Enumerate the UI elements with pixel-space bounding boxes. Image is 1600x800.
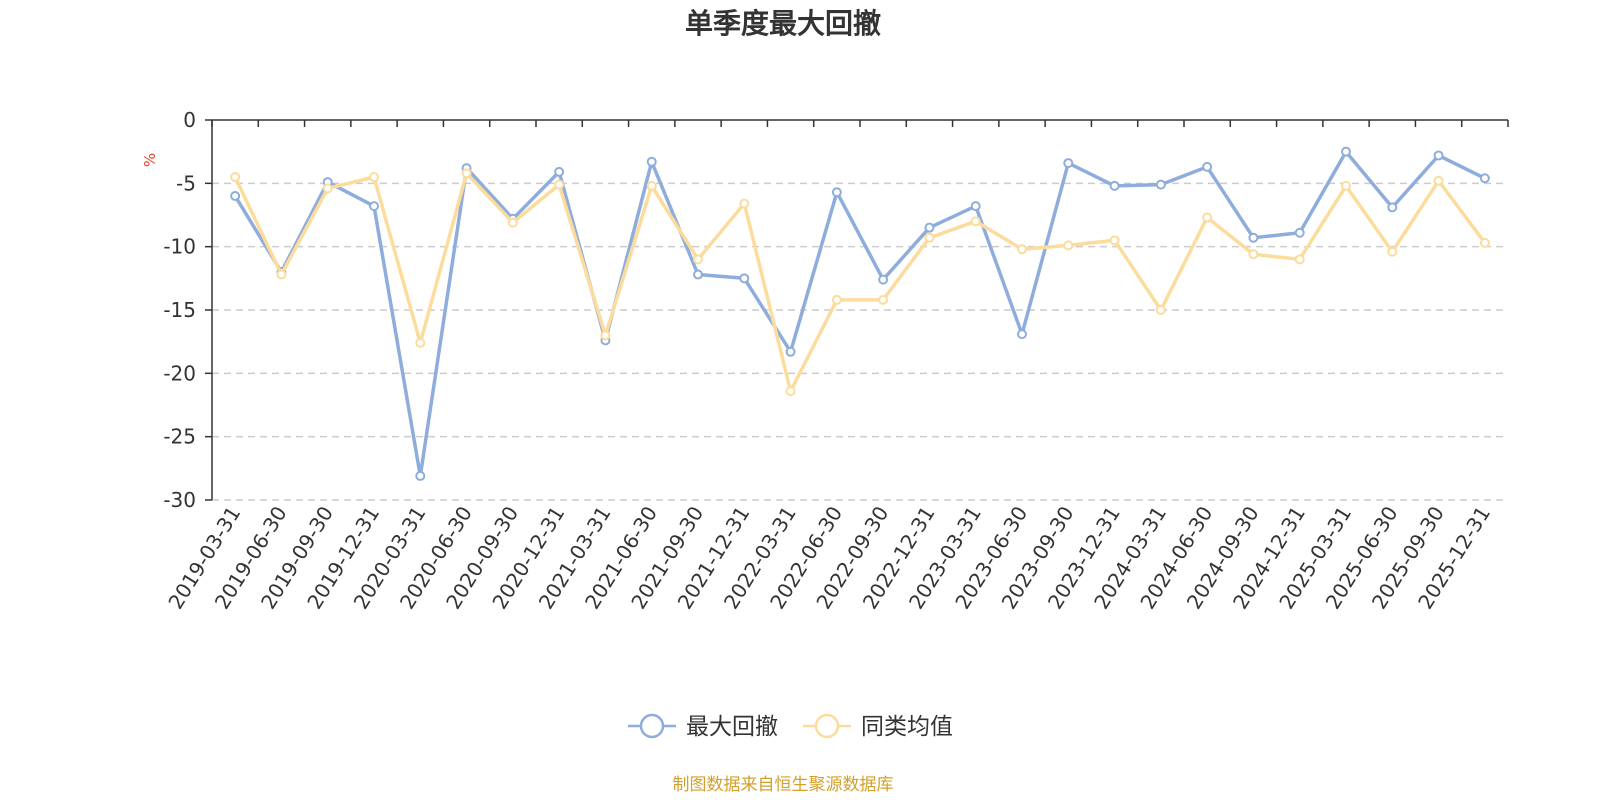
data-point[interactable] (461, 168, 472, 179)
data-point[interactable] (1202, 212, 1213, 223)
data-point[interactable] (1063, 240, 1074, 251)
y-tick-label: -25 (163, 425, 196, 449)
data-point[interactable] (554, 179, 565, 190)
data-point[interactable] (878, 294, 889, 305)
legend-circle-icon (639, 713, 665, 739)
chart-title: 单季度最大回撤 (685, 7, 881, 40)
data-point[interactable] (1248, 249, 1259, 260)
data-point[interactable] (230, 172, 241, 182)
data-point[interactable] (924, 222, 935, 233)
series-group (230, 146, 1490, 481)
data-point[interactable] (369, 201, 379, 212)
data-point[interactable] (1433, 175, 1444, 186)
data-point[interactable] (1341, 146, 1351, 157)
y-tick-label: 0 (183, 108, 196, 132)
source-note: 制图数据来自恒生聚源数据库 (673, 775, 894, 795)
data-point[interactable] (878, 274, 889, 285)
data-point[interactable] (646, 156, 657, 167)
data-point[interactable] (1479, 173, 1490, 184)
data-point[interactable] (646, 180, 657, 191)
data-point[interactable] (831, 294, 842, 305)
data-point[interactable] (415, 337, 426, 348)
y-tick-label: -30 (163, 488, 196, 512)
data-point[interactable] (1017, 244, 1027, 255)
data-point[interactable] (554, 166, 565, 177)
data-point[interactable] (230, 191, 241, 201)
data-point[interactable] (507, 217, 518, 228)
y-tick-label: -15 (163, 298, 196, 322)
data-point[interactable] (1109, 235, 1120, 246)
series-line (233, 171, 1487, 393)
data-point[interactable] (415, 470, 426, 481)
data-point[interactable] (1017, 329, 1027, 340)
data-point[interactable] (785, 386, 796, 397)
data-point[interactable] (1155, 305, 1166, 315)
data-point[interactable] (924, 232, 935, 243)
data-point[interactable] (785, 346, 796, 357)
data-point[interactable] (693, 254, 703, 265)
y-axis-unit-label: % (141, 153, 159, 167)
data-point[interactable] (322, 183, 333, 194)
legend-label: 最大回撤 (686, 714, 778, 740)
legend-item-1[interactable]: 最大回撤 (628, 713, 778, 740)
data-point[interactable] (1202, 161, 1213, 172)
legend-item-2[interactable]: 同类均值 (803, 713, 953, 740)
data-point[interactable] (1294, 227, 1305, 238)
data-point[interactable] (1109, 180, 1120, 191)
y-tick-label: -10 (163, 235, 196, 259)
legend-label: 同类均值 (861, 714, 953, 740)
data-point[interactable] (1479, 237, 1490, 248)
grid-lines (212, 182, 1508, 501)
data-point[interactable] (1248, 232, 1259, 243)
y-tick-label: -20 (163, 361, 196, 385)
data-point[interactable] (970, 201, 981, 212)
data-point[interactable] (1341, 180, 1351, 191)
data-point[interactable] (600, 330, 611, 341)
legend-circle-icon (814, 713, 840, 739)
data-point[interactable] (970, 216, 981, 227)
data-point[interactable] (831, 187, 842, 198)
series-2 (230, 168, 1490, 397)
data-point[interactable] (369, 172, 379, 182)
legend[interactable]: 最大回撤 同类均值 (628, 713, 953, 740)
data-point[interactable] (739, 198, 750, 209)
data-point[interactable] (693, 269, 703, 280)
data-point[interactable] (1387, 246, 1398, 257)
y-tick-label: -5 (176, 171, 196, 195)
data-point[interactable] (1063, 158, 1074, 169)
data-point[interactable] (1155, 179, 1166, 190)
data-point[interactable] (1387, 202, 1398, 213)
data-point[interactable] (276, 269, 287, 280)
data-point[interactable] (739, 273, 750, 284)
data-point[interactable] (1294, 254, 1305, 265)
series-1 (230, 146, 1490, 481)
series-line (233, 149, 1487, 478)
data-point[interactable] (1433, 150, 1444, 161)
